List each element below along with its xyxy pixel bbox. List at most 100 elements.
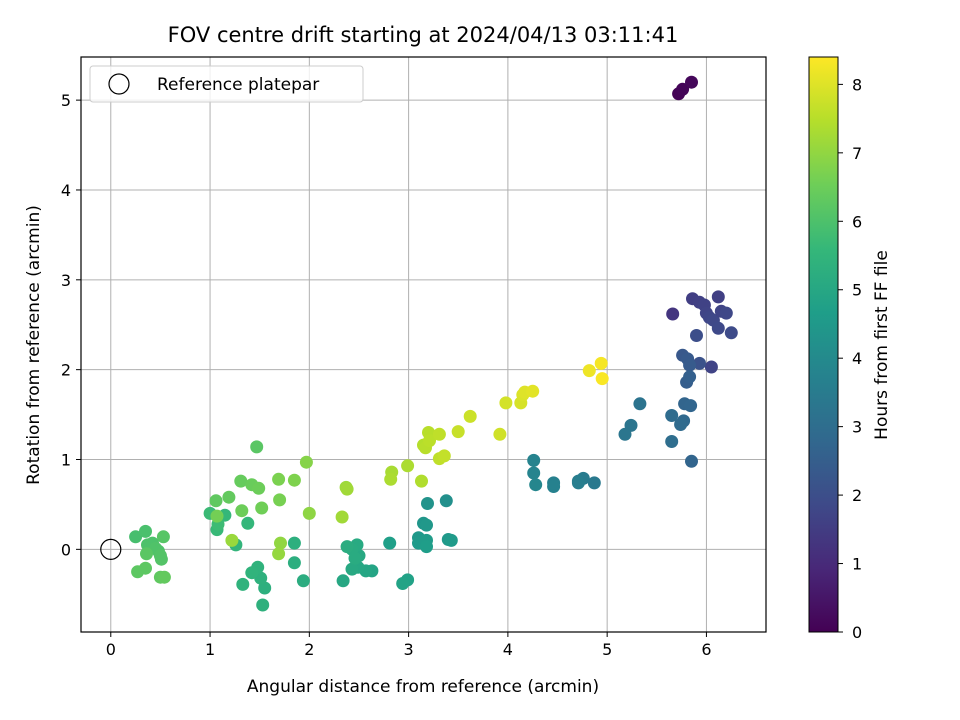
- reference-platepar-marker: [100, 538, 122, 560]
- colorbar-tick-label: 6: [852, 212, 862, 231]
- colorbar-label: Hours from first FF file: [872, 250, 892, 440]
- data-point: [711, 321, 725, 335]
- data-point: [384, 472, 398, 486]
- data-point: [299, 455, 313, 469]
- legend-label: Reference platepar: [157, 75, 319, 95]
- data-point: [235, 504, 249, 518]
- data-point: [527, 466, 541, 480]
- y-tick-label: 1: [61, 451, 71, 470]
- legend-box: [89, 65, 364, 103]
- data-point: [335, 510, 349, 524]
- colorbar-tick-label: 0: [852, 623, 862, 642]
- data-point: [674, 418, 688, 431]
- data-point: [693, 356, 706, 370]
- data-point: [154, 552, 168, 566]
- data-point: [156, 530, 170, 544]
- data-point: [444, 533, 458, 547]
- y-axis-ticks: 0 1 2 3 4 5: [61, 91, 81, 559]
- data-point: [685, 75, 698, 89]
- data-point: [439, 494, 453, 508]
- data-point: [241, 516, 255, 530]
- data-points: [129, 75, 738, 612]
- chart-title: FOV centre drift starting at 2024/04/13 …: [168, 23, 679, 47]
- data-point: [685, 454, 698, 468]
- data-point: [209, 494, 223, 508]
- x-tick-label: 3: [404, 640, 414, 659]
- data-point: [234, 474, 248, 488]
- data-point: [683, 358, 697, 372]
- data-point: [401, 459, 415, 473]
- data-point: [463, 409, 477, 423]
- data-point: [547, 480, 561, 493]
- data-point: [665, 409, 679, 422]
- data-point: [451, 425, 465, 439]
- x-tick-label: 0: [106, 640, 116, 659]
- data-point: [222, 490, 236, 504]
- data-point: [274, 536, 287, 550]
- y-tick-label: 0: [61, 540, 71, 559]
- data-point: [529, 478, 543, 492]
- data-point: [666, 307, 680, 321]
- data-point: [287, 473, 301, 487]
- colorbar-ticks: 0 1 2 3 4 5 6 7 8: [838, 75, 862, 642]
- x-tick-label: 5: [602, 640, 612, 659]
- data-point: [348, 551, 362, 565]
- data-point: [571, 476, 585, 490]
- data-point: [415, 474, 428, 488]
- data-point: [383, 536, 397, 550]
- y-tick-label: 5: [61, 91, 71, 110]
- data-point: [345, 562, 359, 576]
- data-point: [582, 364, 596, 378]
- data-point: [245, 566, 259, 580]
- x-axis-ticks: 0 1 2 3 4 5 6: [106, 632, 712, 659]
- colorbar: 0 1 2 3 4 5 6 7 8 Hours from first FF file: [808, 56, 892, 642]
- data-point: [420, 540, 433, 554]
- data-point: [432, 427, 446, 441]
- data-point: [296, 574, 310, 588]
- data-point: [594, 356, 608, 370]
- colorbar-tick-label: 3: [852, 418, 862, 437]
- data-point: [287, 556, 301, 570]
- data-point: [527, 453, 541, 467]
- data-point: [724, 326, 738, 340]
- colorbar-tick-label: 8: [852, 75, 862, 94]
- data-point: [210, 509, 224, 523]
- y-axis-label: Rotation from reference (arcmin): [24, 205, 44, 485]
- x-tick-label: 1: [205, 640, 215, 659]
- data-point: [493, 427, 507, 441]
- data-point: [250, 440, 264, 454]
- data-point: [236, 577, 250, 591]
- data-point: [437, 449, 451, 463]
- x-tick-label: 6: [701, 640, 711, 659]
- data-point: [272, 472, 286, 486]
- colorbar-tick-label: 4: [852, 349, 862, 368]
- x-tick-label: 2: [304, 640, 314, 659]
- data-point: [139, 524, 152, 538]
- data-point: [719, 306, 733, 320]
- y-tick-label: 3: [61, 271, 71, 290]
- data-point: [225, 533, 239, 547]
- legend: Reference platepar: [89, 65, 364, 103]
- data-point: [131, 565, 145, 579]
- data-point: [256, 598, 270, 612]
- grid-lines: [81, 57, 766, 632]
- data-point: [340, 540, 354, 554]
- x-tick-label: 4: [503, 640, 513, 659]
- y-tick-label: 4: [61, 181, 71, 200]
- x-axis-label: Angular distance from reference (arcmin): [247, 677, 599, 697]
- data-point: [129, 530, 143, 544]
- data-point: [711, 290, 725, 304]
- data-point: [396, 577, 410, 590]
- colorbar-tick-label: 1: [852, 555, 862, 574]
- data-point: [633, 397, 647, 411]
- data-point: [683, 370, 697, 384]
- colorbar-gradient: [808, 56, 839, 633]
- data-point: [252, 481, 266, 495]
- plot-frame: [80, 56, 767, 633]
- y-tick-label: 2: [61, 361, 71, 380]
- data-point: [665, 435, 679, 448]
- legend-open-circle-icon: [108, 73, 130, 95]
- data-point: [423, 434, 436, 448]
- data-point: [499, 396, 513, 410]
